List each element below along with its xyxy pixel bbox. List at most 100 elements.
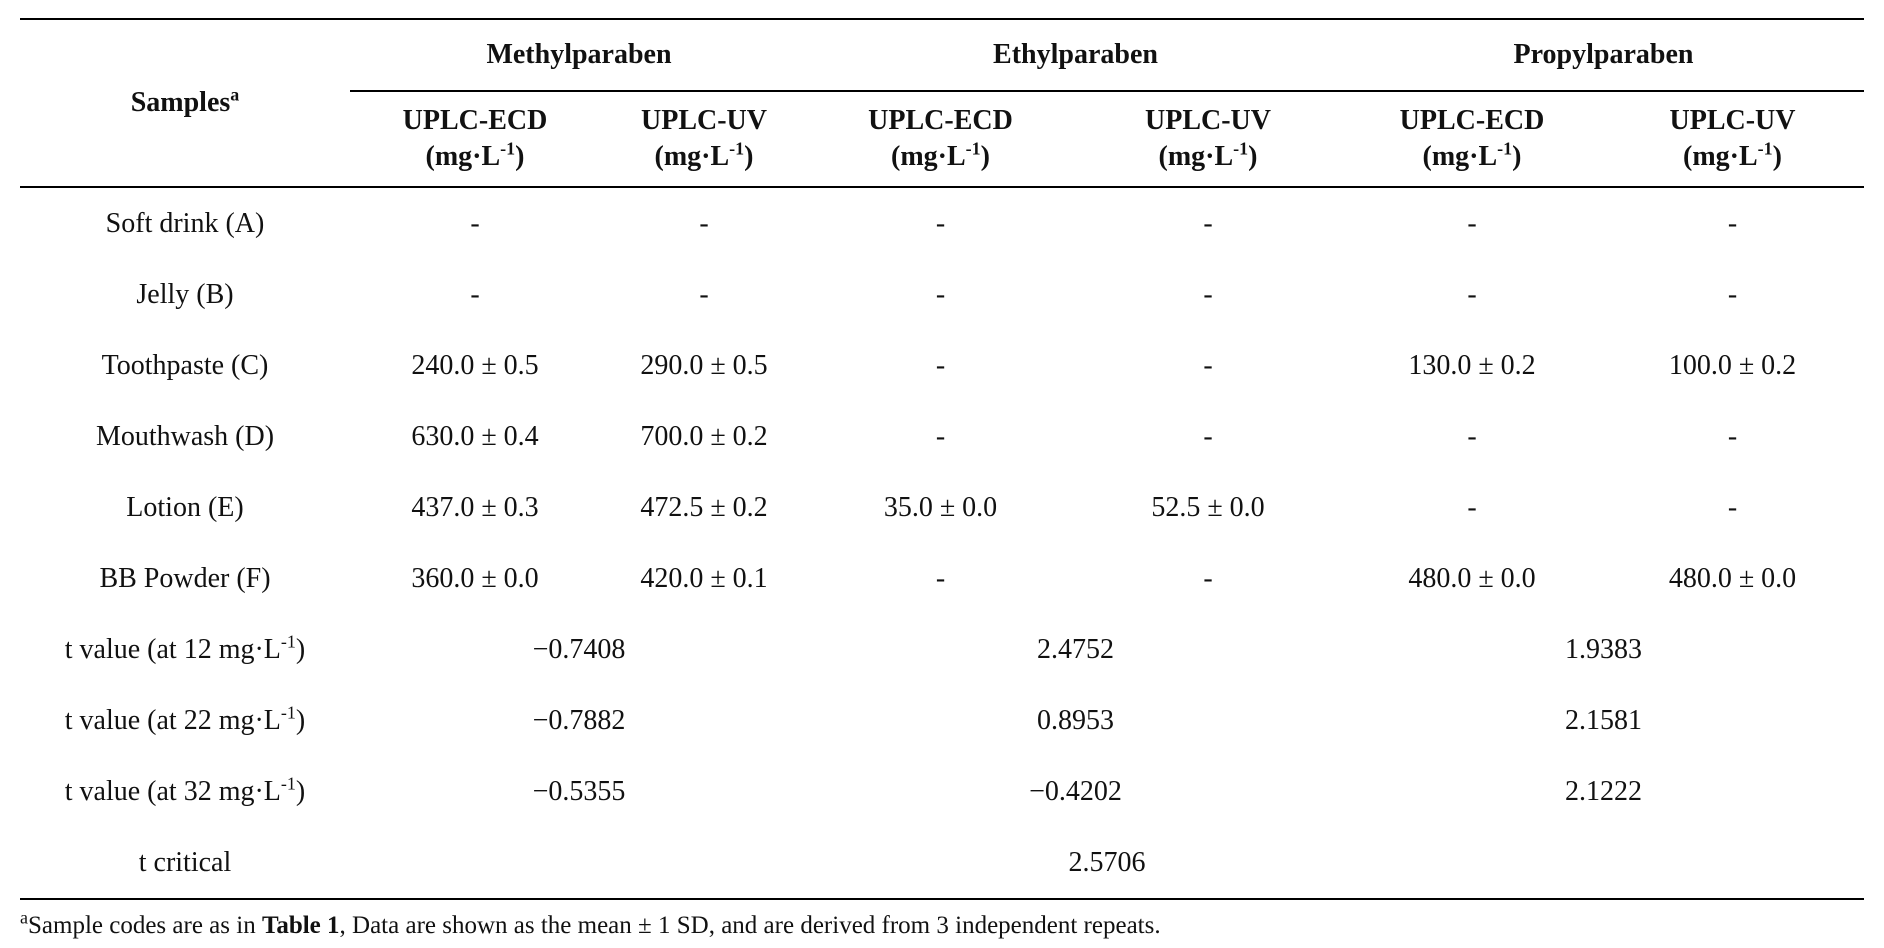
t-label-exp: -1	[280, 702, 296, 723]
t-label-text: t value (at 32 mg·L	[64, 775, 281, 807]
t-critical-value: 2.5706	[350, 827, 1864, 900]
subheader-cell: UPLC-UV (mg·L-1)	[1601, 91, 1864, 188]
t-critical-label: t critical	[20, 827, 350, 900]
value-cell: -	[935, 562, 946, 594]
subheader-exp: -1	[1497, 138, 1513, 159]
subheader-cell: UPLC-ECD (mg·L-1)	[808, 91, 1073, 188]
value-cell: 130.0 ± 0.2	[1408, 349, 1536, 381]
t-value-cell: 2.1222	[1565, 775, 1642, 807]
samples-header: Samplesa	[20, 18, 350, 188]
t-value-cell: −0.7408	[532, 633, 626, 665]
t-critical-row: t critical 2.5706	[20, 827, 1864, 900]
table-row: Soft drink (A) - - - - - -	[20, 187, 1864, 259]
value-cell: -	[699, 278, 709, 310]
t-value-cell: −0.5355	[532, 775, 626, 807]
subheader-exp: -1	[1233, 138, 1249, 159]
value-cell: 700.0 ± 0.2	[640, 420, 768, 452]
parabens-results-table: Samplesa Methylparaben Ethylparaben Prop…	[20, 18, 1864, 900]
table-row: Lotion (E) 437.0 ± 0.3 472.5 ± 0.2 35.0 …	[20, 472, 1864, 543]
value-cell: -	[699, 207, 709, 239]
group-propylparaben: Propylparaben	[1343, 18, 1864, 92]
subheader-exp: -1	[729, 138, 745, 159]
subheader-method: UPLC-ECD	[868, 105, 1013, 136]
table-row: Toothpaste (C) 240.0 ± 0.5 290.0 ± 0.5 -…	[20, 330, 1864, 401]
subheader-cell: UPLC-ECD (mg·L-1)	[1343, 91, 1601, 188]
t-label-close: )	[295, 775, 306, 807]
t-value-label: t value (at 12 mg·L-1)	[20, 614, 350, 685]
sample-label: Soft drink (A)	[105, 207, 265, 239]
value-cell: 480.0 ± 0.0	[1668, 562, 1797, 594]
value-cell: -	[1203, 349, 1213, 381]
footnote-text-before: Sample codes are as in	[28, 912, 262, 939]
samples-header-text: Samples	[130, 87, 231, 118]
t-value-cell: −0.7882	[532, 704, 626, 736]
table-row: BB Powder (F) 360.0 ± 0.0 420.0 ± 0.1 - …	[20, 543, 1864, 614]
t-value-cell: 2.1581	[1565, 704, 1642, 736]
value-cell: -	[1203, 420, 1213, 452]
subheader-unit: (mg·L	[654, 141, 730, 172]
t-value-row: t value (at 22 mg·L-1) −0.7882 0.8953 2.…	[20, 685, 1864, 756]
value-cell: 52.5 ± 0.0	[1151, 491, 1265, 523]
value-cell: -	[935, 207, 946, 239]
subheader-close: )	[980, 141, 990, 172]
table-row: Mouthwash (D) 630.0 ± 0.4 700.0 ± 0.2 - …	[20, 401, 1864, 472]
t-value-row: t value (at 12 mg·L-1) −0.7408 2.4752 1.…	[20, 614, 1864, 685]
subheader-method: UPLC-ECD	[402, 105, 548, 136]
subheader-close: )	[744, 141, 754, 172]
group-header-row: Samplesa Methylparaben Ethylparaben Prop…	[20, 18, 1864, 188]
value-cell: 35.0 ± 0.0	[883, 491, 998, 523]
group-methylparaben: Methylparaben	[350, 18, 808, 92]
value-cell: -	[1203, 278, 1213, 310]
subheader-row: UPLC-ECD (mg·L-1) UPLC-UV (mg·L-1) UPLC-EC…	[20, 91, 1864, 188]
subheader-unit: (mg·L	[891, 141, 966, 172]
value-cell: 290.0 ± 0.5	[640, 349, 768, 381]
value-cell: -	[470, 278, 480, 310]
subheader-method: UPLC-UV	[1669, 105, 1796, 136]
t-value-cell: 0.8953	[1037, 704, 1114, 736]
value-cell: -	[935, 420, 946, 452]
sample-label: Lotion (E)	[126, 491, 244, 523]
subheader-exp: -1	[965, 138, 981, 159]
value-cell: 437.0 ± 0.3	[411, 491, 539, 523]
subheader-method: UPLC-UV	[1145, 105, 1271, 136]
footnote-sup: a	[20, 907, 28, 928]
value-cell: -	[1727, 207, 1738, 239]
t-value-row: t value (at 32 mg·L-1) −0.5355 −0.4202 2…	[20, 756, 1864, 827]
value-cell: 630.0 ± 0.4	[411, 420, 539, 452]
t-label-exp: -1	[280, 773, 296, 794]
subheader-method: UPLC-UV	[641, 105, 767, 136]
value-cell: -	[935, 349, 946, 381]
value-cell: 240.0 ± 0.5	[411, 349, 539, 381]
subheader-unit: (mg·L	[1422, 141, 1498, 172]
value-cell: -	[1727, 420, 1738, 452]
value-cell: -	[1467, 278, 1477, 310]
samples-header-sup: a	[230, 84, 240, 105]
subheader-close: )	[515, 141, 525, 172]
t-value-label: t value (at 32 mg·L-1)	[20, 756, 350, 827]
sample-label: Toothpaste (C)	[101, 349, 269, 381]
table-footnote: aSample codes are as in Table 1, Data ar…	[20, 909, 1161, 940]
value-cell: 472.5 ± 0.2	[640, 491, 768, 523]
subheader-close: )	[1772, 141, 1782, 172]
subheader-unit: (mg·L	[425, 141, 501, 172]
table-row: Jelly (B) - - - - - -	[20, 259, 1864, 330]
value-cell: 360.0 ± 0.0	[411, 562, 539, 594]
subheader-close: )	[1248, 141, 1258, 172]
t-label-text: t value (at 12 mg·L	[64, 633, 281, 665]
sample-label: Jelly (B)	[136, 278, 234, 310]
t-value-cell: 2.4752	[1037, 633, 1114, 665]
subheader-method: UPLC-ECD	[1399, 105, 1545, 136]
value-cell: -	[1467, 207, 1477, 239]
value-cell: -	[1727, 278, 1738, 310]
subheader-exp: -1	[500, 138, 516, 159]
value-cell: 100.0 ± 0.2	[1668, 349, 1797, 381]
sample-label: BB Powder (F)	[99, 562, 271, 594]
subheader-unit: (mg·L	[1683, 141, 1758, 172]
subheader-cell: UPLC-ECD (mg·L-1)	[350, 91, 600, 188]
t-value-cell: 1.9383	[1565, 633, 1642, 665]
t-label-close: )	[295, 633, 306, 665]
value-cell: -	[1203, 562, 1213, 594]
t-value-cell: −0.4202	[1029, 775, 1122, 807]
subheader-cell: UPLC-UV (mg·L-1)	[600, 91, 808, 188]
